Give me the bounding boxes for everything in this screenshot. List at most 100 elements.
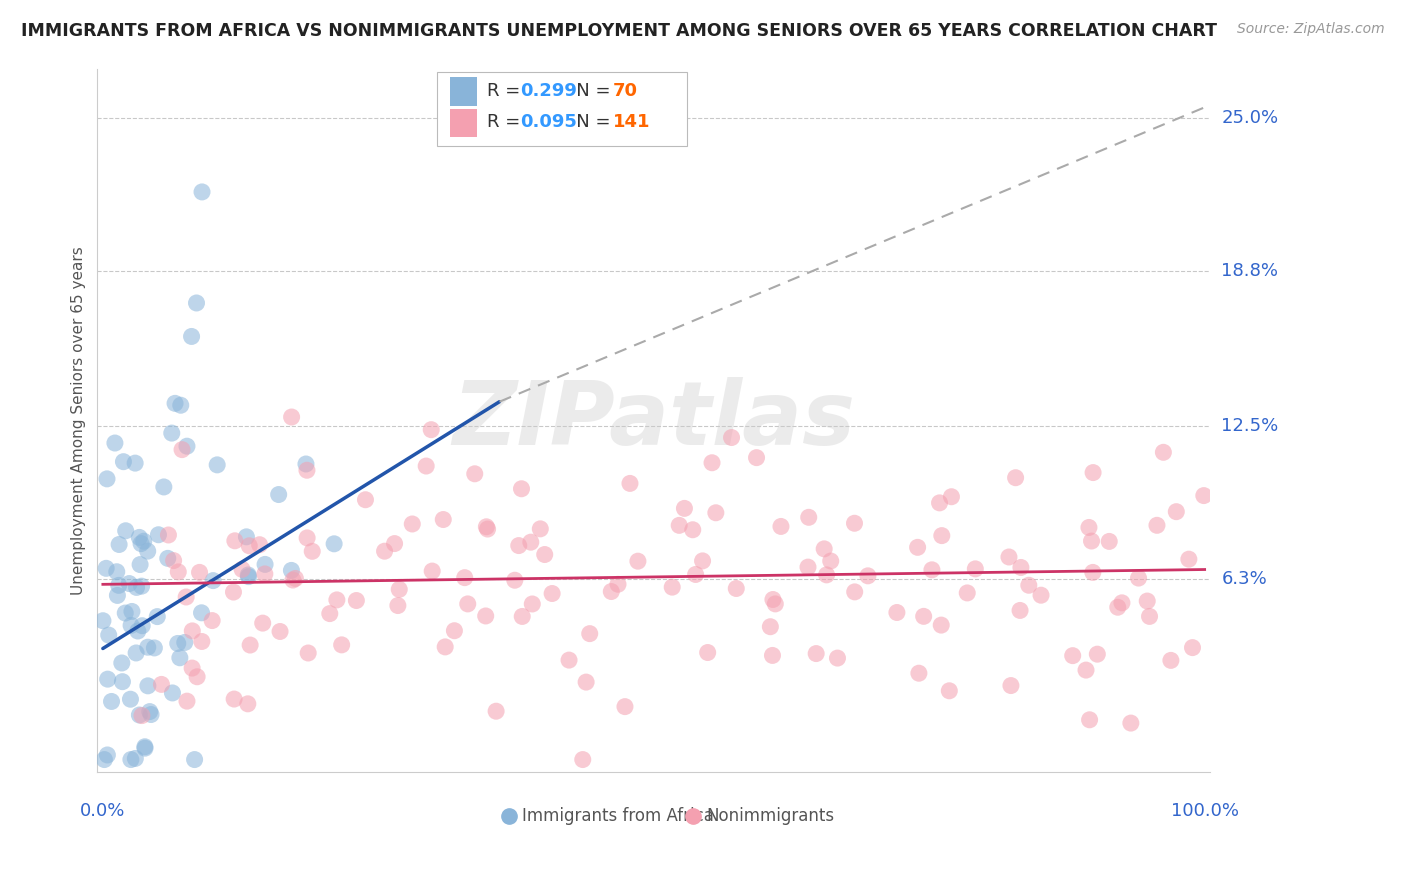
Point [704,506,727,520]
Point [162,553,184,567]
Point [600,584,623,599]
Point [763,597,786,611]
Point [908,666,931,681]
Point [281,573,304,587]
FancyBboxPatch shape [450,78,477,105]
Point [1166,505,1188,519]
Point [108,537,131,551]
Point [477,522,499,536]
Text: 0.299: 0.299 [520,82,576,100]
Point [238,569,260,583]
Point [96,472,118,486]
Text: R =: R = [486,82,526,100]
Point [912,609,935,624]
Point [239,638,262,652]
Point [254,558,277,572]
Text: IMMIGRANTS FROM AFRICA VS NONIMMIGRANTS UNEMPLOYMENT AMONG SENIORS OVER 65 YEARS: IMMIGRANTS FROM AFRICA VS NONIMMIGRANTS … [21,22,1218,40]
Point [114,524,136,538]
Point [183,753,205,767]
Point [160,426,183,441]
Point [238,568,260,582]
Point [813,541,835,556]
Text: 12.5%: 12.5% [1222,417,1278,435]
Point [1010,560,1032,574]
Point [202,574,225,588]
Point [180,329,202,343]
Point [827,651,849,665]
Point [205,458,228,472]
Point [1010,603,1032,617]
Point [280,563,302,577]
Point [388,582,411,597]
Point [235,530,257,544]
Point [93,753,115,767]
Point [907,541,929,555]
Point [146,609,169,624]
Point [139,707,162,722]
Point [295,457,318,471]
Point [190,606,212,620]
Point [938,683,960,698]
Point [522,597,544,611]
Point [191,185,214,199]
Point [541,586,564,600]
Point [354,492,377,507]
Point [1107,600,1129,615]
Point [166,636,188,650]
Point [1000,679,1022,693]
Point [191,634,214,648]
Point [1136,594,1159,608]
Point [769,519,792,533]
Point [1080,534,1102,549]
Point [136,640,159,655]
Point [134,739,156,754]
FancyBboxPatch shape [450,109,477,137]
Point [129,536,152,550]
Point [510,609,533,624]
Point [661,580,683,594]
Point [619,476,641,491]
Point [170,398,193,412]
Point [249,538,271,552]
Point [886,606,908,620]
Point [201,614,224,628]
Point [607,577,630,591]
Text: 25.0%: 25.0% [1222,109,1278,127]
Text: 6.3%: 6.3% [1222,570,1267,589]
Point [186,296,208,310]
Point [1081,566,1104,580]
Point [1152,445,1174,459]
Point [162,686,184,700]
Point [1085,647,1108,661]
Point [928,496,950,510]
Point [174,590,197,604]
Point [432,512,454,526]
Point [1128,571,1150,585]
Point [921,563,943,577]
Point [475,520,498,534]
Point [464,467,486,481]
Point [176,439,198,453]
Point [295,463,318,477]
Point [613,699,636,714]
Point [485,704,508,718]
Point [384,536,406,550]
Point [443,624,465,638]
Point [685,567,707,582]
Point [111,656,134,670]
Point [173,635,195,649]
Point [129,558,152,572]
Point [374,544,396,558]
Point [420,564,443,578]
Point [762,592,785,607]
Point [401,516,423,531]
Point [131,708,153,723]
Point [156,551,179,566]
Point [136,679,159,693]
Point [454,571,477,585]
Point [97,628,120,642]
Point [941,490,963,504]
Point [692,554,714,568]
Point [170,442,193,457]
Point [96,747,118,762]
